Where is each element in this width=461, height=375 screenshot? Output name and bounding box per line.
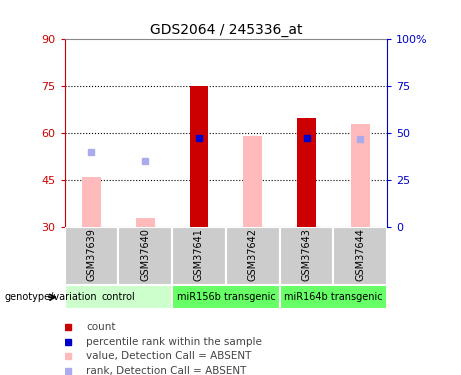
- Text: GSM37643: GSM37643: [301, 228, 312, 281]
- FancyBboxPatch shape: [172, 285, 280, 309]
- Bar: [136, 217, 154, 227]
- Title: GDS2064 / 245336_at: GDS2064 / 245336_at: [150, 23, 302, 37]
- Text: GSM37644: GSM37644: [355, 228, 366, 281]
- FancyBboxPatch shape: [280, 227, 333, 285]
- FancyBboxPatch shape: [226, 227, 280, 285]
- Text: GSM37640: GSM37640: [140, 228, 150, 281]
- Text: value, Detection Call = ABSENT: value, Detection Call = ABSENT: [86, 351, 251, 361]
- Bar: [243, 136, 262, 227]
- Text: percentile rank within the sample: percentile rank within the sample: [86, 337, 262, 347]
- Bar: [189, 86, 208, 227]
- FancyBboxPatch shape: [280, 285, 387, 309]
- FancyBboxPatch shape: [172, 227, 226, 285]
- FancyBboxPatch shape: [333, 227, 387, 285]
- FancyBboxPatch shape: [65, 285, 172, 309]
- Text: GSM37639: GSM37639: [86, 228, 96, 281]
- Text: count: count: [86, 322, 116, 332]
- FancyBboxPatch shape: [118, 227, 172, 285]
- Text: miR156b transgenic: miR156b transgenic: [177, 292, 275, 302]
- Text: control: control: [101, 292, 135, 302]
- Text: GSM37642: GSM37642: [248, 228, 258, 281]
- Text: genotype/variation: genotype/variation: [5, 292, 97, 302]
- Bar: [351, 124, 370, 227]
- Bar: [297, 117, 316, 227]
- Text: rank, Detection Call = ABSENT: rank, Detection Call = ABSENT: [86, 366, 247, 375]
- Text: GSM37641: GSM37641: [194, 228, 204, 281]
- Text: miR164b transgenic: miR164b transgenic: [284, 292, 383, 302]
- Bar: [82, 177, 101, 227]
- FancyBboxPatch shape: [65, 227, 118, 285]
